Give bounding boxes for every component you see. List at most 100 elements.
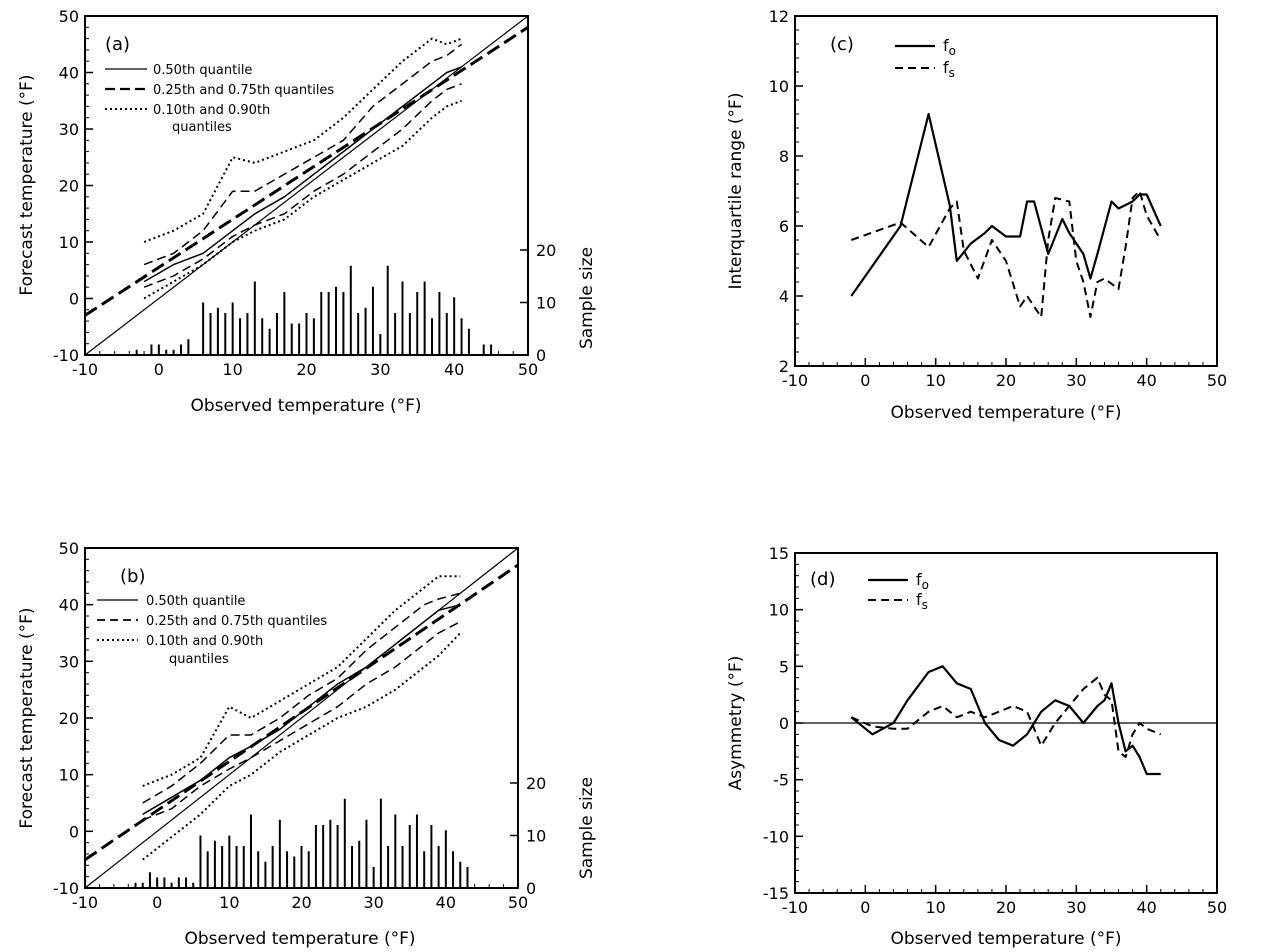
legend-median-label: 0.50th quantile: [153, 63, 252, 78]
y2-tick-label: 0: [536, 346, 546, 365]
y-tick-label: 0: [779, 714, 789, 733]
y2-tick-label: 20: [526, 774, 546, 793]
series-line-fs: [850, 676, 1162, 758]
legend-fs-label: fs: [916, 590, 928, 612]
series-line-diagonal: [84, 547, 519, 889]
y-tick-label: 20: [59, 177, 79, 196]
x-tick-label: 0: [860, 898, 870, 917]
y-tick-label: 40: [59, 64, 79, 83]
x-tick-label: 20: [296, 360, 316, 379]
legend-deciles-label-2: quantiles: [172, 120, 232, 135]
x-tick-label: 10: [222, 360, 242, 379]
x-tick-label: 0: [152, 893, 162, 912]
x-tick-label: -10: [782, 898, 808, 917]
legend-fs-label: fs: [943, 58, 955, 80]
legend-fo-label: fo: [943, 36, 956, 58]
x-tick-label: 10: [925, 898, 945, 917]
y2-axis-label-a: Sample size: [577, 247, 597, 349]
y-tick-label: 6: [779, 217, 789, 236]
y-axis-label-c: Interquartile range (°F): [726, 93, 746, 290]
x-tick-label: -10: [72, 893, 98, 912]
panel-label-a: (a): [105, 34, 130, 55]
y-tick-label: 30: [59, 120, 79, 139]
x-tick-label: 50: [1207, 898, 1227, 917]
legend-d: fo fs: [868, 570, 929, 612]
legend-deciles-label: 0.10th and 0.90th: [146, 634, 263, 649]
series-line-q10: [143, 99, 462, 300]
x-tick-label: 0: [860, 371, 870, 390]
series-line-diagonal: [84, 15, 529, 356]
y-tick-label: 10: [59, 766, 79, 785]
y-axis-label-d: Asymmetry (°F): [726, 656, 746, 791]
y-tick-label: 10: [769, 77, 789, 96]
series-line-q10: [142, 632, 462, 861]
x-tick-label: 20: [996, 898, 1016, 917]
panel-label-c: (c): [830, 34, 854, 55]
y-tick-label: 5: [779, 657, 789, 676]
y-tick-label: 30: [59, 652, 79, 671]
y-tick-label: 4: [779, 287, 789, 306]
legend-fo-label: fo: [916, 570, 929, 592]
legend-quartiles-label: 0.25th and 0.75th quantiles: [153, 83, 334, 98]
x-tick-label: 30: [370, 360, 390, 379]
series-line-fit: [84, 563, 519, 861]
series-line-q90: [143, 37, 462, 243]
x-tick-label: 50: [508, 893, 528, 912]
legend-c: fo fs: [895, 36, 956, 80]
panel-label-d: (d): [810, 569, 835, 590]
y-axis-label-b: Forecast temperature (°F): [17, 607, 37, 828]
x-tick-label: 30: [1066, 371, 1086, 390]
y-tick-label: 2: [779, 357, 789, 376]
x-tick-label: 40: [436, 893, 456, 912]
y-tick-label: -10: [53, 346, 79, 365]
series-line-fit: [84, 26, 529, 317]
y-tick-label: -10: [763, 827, 789, 846]
x-axis-label-d: Observed temperature (°F): [891, 929, 1122, 949]
x-axis-label-b: Observed temperature (°F): [185, 929, 416, 949]
x-tick-label: -10: [72, 360, 98, 379]
x-tick-label: 10: [219, 893, 239, 912]
y-tick-label: 0: [69, 290, 79, 309]
y2-axis-label-b: Sample size: [577, 777, 597, 879]
x-tick-label: 50: [518, 360, 538, 379]
y-tick-label: 0: [69, 822, 79, 841]
series-line-fo: [850, 112, 1162, 297]
legend-b: 0.50th quantile 0.25th and 0.75th quanti…: [97, 594, 327, 667]
y-tick-label: 15: [769, 544, 789, 563]
y-tick-label: 8: [779, 147, 789, 166]
y-tick-label: 10: [769, 601, 789, 620]
legend-deciles-label: 0.10th and 0.90th: [153, 103, 270, 118]
y-tick-label: 40: [59, 596, 79, 615]
x-tick-label: 40: [1136, 898, 1156, 917]
legend-median-label: 0.50th quantile: [146, 594, 245, 609]
y-tick-label: 10: [59, 233, 79, 252]
panel-c: -10 0 10 20 30 40 50 2 4 6 8 10 12 (c) fo fs Observe…: [726, 7, 1227, 423]
x-tick-label: -10: [782, 371, 808, 390]
y-tick-label: 12: [769, 7, 789, 26]
y-axis-label-a: Forecast temperature (°F): [17, 74, 37, 295]
series-line-q90: [142, 575, 461, 787]
x-tick-label: 50: [1207, 371, 1227, 390]
y2-tick-label: 10: [526, 827, 546, 846]
plot-frame-c: [794, 15, 1218, 367]
x-axis-label-c: Observed temperature (°F): [891, 403, 1122, 423]
series-line-q25: [143, 83, 462, 288]
x-tick-label: 40: [444, 360, 464, 379]
y-tick-label: -5: [773, 771, 789, 790]
x-tick-label: 20: [996, 371, 1016, 390]
y2-tick-label: 10: [536, 294, 556, 313]
y2-tick-label: 20: [536, 241, 556, 260]
legend-deciles-label-2: quantiles: [169, 652, 229, 667]
y-tick-label: 50: [59, 7, 79, 26]
y-tick-label: 20: [59, 709, 79, 728]
x-axis-label-a: Observed temperature (°F): [191, 396, 422, 416]
legend-quartiles-label: 0.25th and 0.75th quantiles: [146, 614, 327, 629]
y-tick-label: -15: [763, 884, 789, 903]
series-line-q75: [142, 592, 461, 804]
series-line-fs: [850, 190, 1162, 318]
y-tick-label: 50: [59, 539, 79, 558]
y2-tick-label: 0: [526, 879, 536, 898]
series-line-fo: [850, 665, 1161, 776]
